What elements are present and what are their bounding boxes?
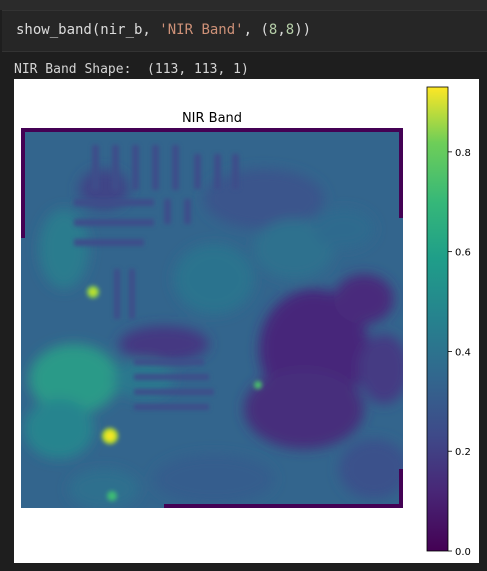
toolbar-strip [0, 0, 487, 10]
code-cell[interactable]: show_band(nir_b, 'NIR Band', (8,8)) [2, 10, 487, 52]
code-comma: , [277, 22, 286, 38]
code-close: )) [294, 22, 312, 38]
code-num2: 8 [285, 22, 295, 38]
code-arg1: (nir_b, [91, 22, 160, 38]
chart-title: NIR Band [182, 111, 242, 126]
code-string-arg: 'NIR Band' [159, 22, 244, 38]
colorbar-tick-label: 0.6 [455, 248, 471, 259]
colorbar [426, 86, 449, 552]
colorbar-tick-label: 0.2 [455, 447, 471, 458]
code-sep: , ( [243, 22, 269, 38]
colorbar-tick-label: 0.4 [455, 347, 471, 358]
figure-output: NIR Band [14, 79, 479, 563]
colorbar-tick-label: 0.0 [455, 547, 471, 558]
colorbar-ticks: 0.0 0.2 0.4 0.6 0.8 [448, 148, 471, 558]
code-line[interactable]: show_band(nir_b, 'NIR Band', (8,8)) [16, 22, 311, 38]
colorbar-tick-label: 0.8 [455, 148, 471, 159]
figure-svg: NIR Band [21, 86, 471, 558]
output-shape-text: NIR Band Shape: (113, 113, 1) [14, 62, 249, 77]
code-num1: 8 [268, 22, 278, 38]
bottom-strip [0, 563, 487, 571]
code-func: show_band [16, 22, 92, 38]
heatmap-image [21, 128, 403, 508]
